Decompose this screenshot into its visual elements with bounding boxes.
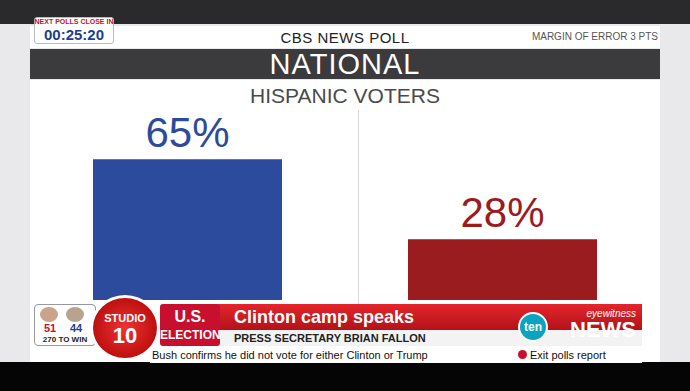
html-text:Bush confirms he did not vote: Bush confirms he did not vote for either… bbox=[152, 349, 428, 361]
html-text:270 TO WIN: 270 TO WIN bbox=[42, 335, 88, 344]
html-text:Exit polls report: Exit polls report bbox=[530, 349, 606, 361]
html-text:51: 51 bbox=[43, 322, 57, 334]
html-text:eyewitness: eyewitness bbox=[586, 308, 636, 319]
html-text:NATIONAL: NATIONAL bbox=[269, 48, 421, 80]
html-text:NEWS: NEWS bbox=[570, 317, 636, 342]
html-text:STUDIO: STUDIO bbox=[104, 312, 146, 324]
html-text:PRESS SECRETARY BRIAN FALLON: PRESS SECRETARY BRIAN FALLON bbox=[234, 332, 426, 344]
html-text:NEXT POLLS CLOSE IN: NEXT POLLS CLOSE IN bbox=[34, 18, 114, 25]
svg-text:65%: 65% bbox=[145, 109, 229, 156]
html-text:ten: ten bbox=[524, 320, 542, 334]
html-text:00:25:20: 00:25:20 bbox=[44, 26, 104, 43]
html-text:10: 10 bbox=[112, 323, 138, 348]
html-text:44: 44 bbox=[69, 322, 83, 334]
svg-text:28%: 28% bbox=[460, 189, 544, 236]
html-text:ELECTION: ELECTION bbox=[160, 328, 221, 342]
html-text:MARGIN OF ERROR 3 PTS: MARGIN OF ERROR 3 PTS bbox=[531, 31, 658, 42]
html-text:U.S.: U.S. bbox=[174, 308, 206, 325]
html-text:CBS NEWS POLL: CBS NEWS POLL bbox=[280, 29, 410, 46]
html-text:HISPANIC VOTERS: HISPANIC VOTERS bbox=[250, 84, 440, 107]
html-text:Clinton camp speaks: Clinton camp speaks bbox=[234, 307, 415, 327]
